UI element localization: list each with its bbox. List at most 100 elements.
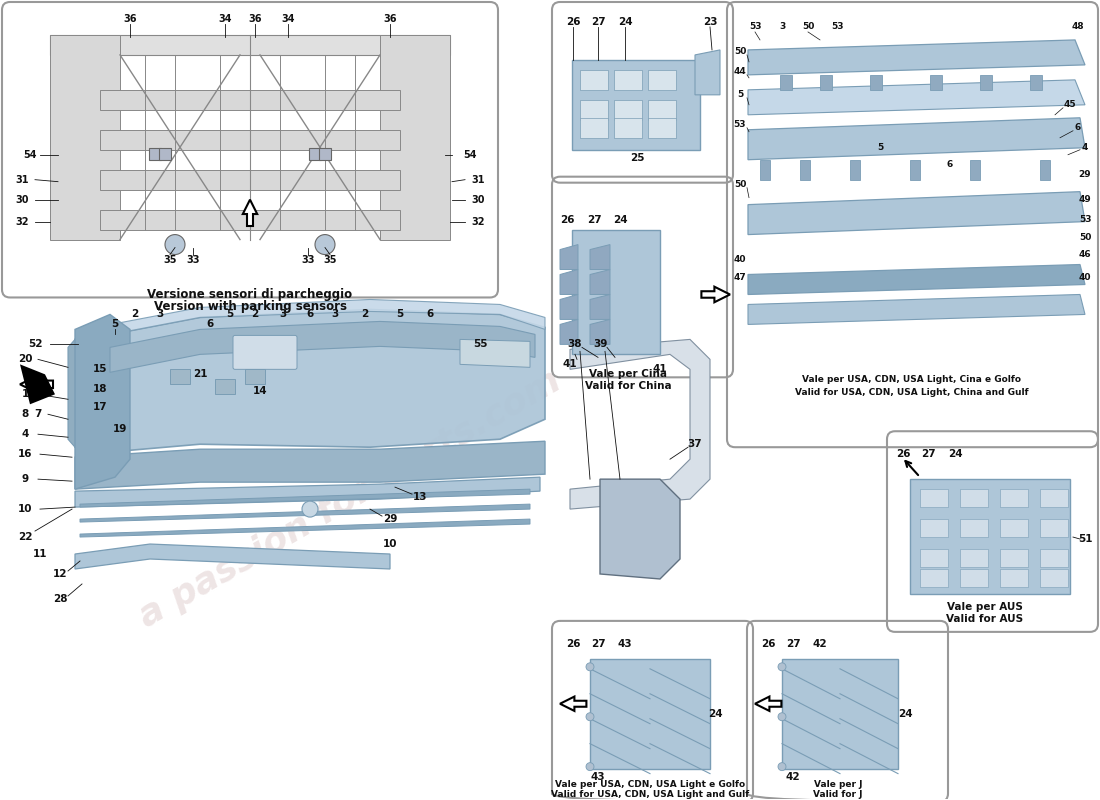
Text: 39: 39 <box>593 339 607 350</box>
Text: 51: 51 <box>1078 534 1092 544</box>
Bar <box>170 370 190 384</box>
Polygon shape <box>695 50 721 95</box>
Text: 33: 33 <box>186 254 200 265</box>
Polygon shape <box>50 35 120 239</box>
Text: 50: 50 <box>734 180 746 189</box>
Bar <box>920 569 948 587</box>
Text: a passion for parts.com: a passion for parts.com <box>133 364 566 634</box>
Polygon shape <box>20 375 53 394</box>
Polygon shape <box>590 659 710 769</box>
Text: 33: 33 <box>301 254 315 265</box>
Polygon shape <box>85 299 544 339</box>
Bar <box>1000 549 1028 567</box>
Polygon shape <box>68 330 85 454</box>
Text: 7: 7 <box>34 410 42 419</box>
Text: 35: 35 <box>323 254 337 265</box>
Polygon shape <box>80 504 530 522</box>
Text: 38: 38 <box>568 339 582 350</box>
Text: 54: 54 <box>463 150 476 160</box>
Bar <box>580 118 608 138</box>
Bar <box>960 489 988 507</box>
Circle shape <box>302 501 318 517</box>
Text: 26: 26 <box>761 639 776 649</box>
Text: 29: 29 <box>383 514 397 524</box>
Polygon shape <box>930 75 942 90</box>
Bar <box>245 370 265 384</box>
Text: 43: 43 <box>591 772 605 782</box>
Text: 3: 3 <box>279 310 287 319</box>
Text: 54: 54 <box>23 150 36 160</box>
Text: 24: 24 <box>707 709 723 718</box>
Bar <box>1040 519 1068 537</box>
Text: Vale per AUS: Vale per AUS <box>947 602 1023 612</box>
Text: 49: 49 <box>1079 195 1091 204</box>
Text: 6: 6 <box>307 310 314 319</box>
Bar <box>648 70 676 90</box>
Polygon shape <box>755 697 781 711</box>
Text: 13: 13 <box>412 492 427 502</box>
Polygon shape <box>1030 75 1042 90</box>
Polygon shape <box>590 294 610 319</box>
Polygon shape <box>748 265 1085 294</box>
Polygon shape <box>379 35 450 239</box>
Text: 23: 23 <box>703 17 717 27</box>
Text: 27: 27 <box>586 214 602 225</box>
Text: 42: 42 <box>785 772 801 782</box>
Text: 28: 28 <box>53 594 67 604</box>
Text: 55: 55 <box>473 339 487 350</box>
Polygon shape <box>100 130 400 150</box>
Polygon shape <box>560 294 578 319</box>
Text: 19: 19 <box>113 424 128 434</box>
Polygon shape <box>75 442 544 489</box>
Text: 2: 2 <box>131 310 139 319</box>
Text: 5: 5 <box>396 310 404 319</box>
Text: 24: 24 <box>618 17 632 27</box>
Text: 26: 26 <box>560 214 574 225</box>
Text: Vale per J: Vale per J <box>814 780 862 789</box>
Polygon shape <box>850 160 860 180</box>
Text: 52: 52 <box>28 339 42 350</box>
Text: 8: 8 <box>21 410 29 419</box>
Polygon shape <box>820 75 832 90</box>
Bar <box>920 489 948 507</box>
Bar <box>960 519 988 537</box>
Polygon shape <box>780 75 792 90</box>
Text: 42: 42 <box>813 639 827 649</box>
Polygon shape <box>560 270 578 294</box>
Text: 22: 22 <box>18 532 32 542</box>
Text: Vale per Cina: Vale per Cina <box>588 370 667 379</box>
Text: 6: 6 <box>207 319 213 330</box>
Text: Version with parking sensors: Version with parking sensors <box>154 300 346 313</box>
Text: 50: 50 <box>1079 233 1091 242</box>
Text: 26: 26 <box>895 449 911 459</box>
Polygon shape <box>100 90 400 110</box>
Text: 6: 6 <box>1075 123 1081 132</box>
Text: 17: 17 <box>92 402 108 412</box>
Text: Valid for USA, CDN, USA Light, China and Gulf: Valid for USA, CDN, USA Light, China and… <box>795 388 1028 397</box>
Polygon shape <box>110 322 535 372</box>
Polygon shape <box>100 210 400 230</box>
Polygon shape <box>910 479 1070 594</box>
Text: 26: 26 <box>565 17 581 27</box>
Polygon shape <box>748 294 1085 325</box>
Polygon shape <box>590 245 610 270</box>
Text: 24: 24 <box>898 709 912 718</box>
Text: 5: 5 <box>227 310 233 319</box>
Text: 47: 47 <box>734 273 747 282</box>
Text: Vale per USA, CDN, USA Light e Golfo: Vale per USA, CDN, USA Light e Golfo <box>554 780 745 789</box>
Text: 50: 50 <box>734 47 746 57</box>
Text: Valid for AUS: Valid for AUS <box>946 614 1024 624</box>
Bar <box>1040 489 1068 507</box>
Text: 34: 34 <box>218 14 232 24</box>
Bar <box>1000 569 1028 587</box>
Text: 41: 41 <box>652 364 668 374</box>
Text: 27: 27 <box>785 639 801 649</box>
Circle shape <box>778 663 786 671</box>
Polygon shape <box>782 659 898 769</box>
Text: 10: 10 <box>383 539 397 549</box>
Bar <box>580 70 608 90</box>
Text: 53: 53 <box>734 120 746 130</box>
Text: 36: 36 <box>249 14 262 24</box>
Text: 48: 48 <box>1071 22 1085 31</box>
Circle shape <box>778 762 786 770</box>
